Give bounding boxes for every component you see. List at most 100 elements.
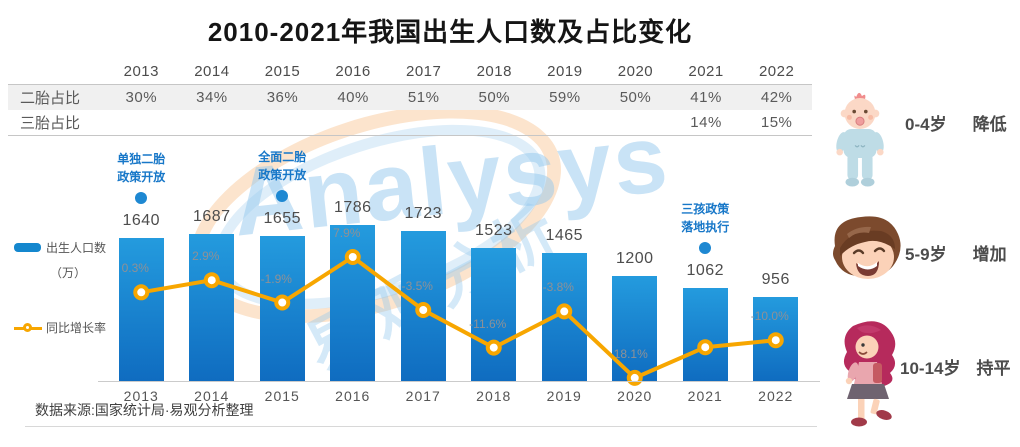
second-child-ratio-2015: 36% [266, 89, 299, 106]
x-axis-label-2022: 2022 [758, 388, 794, 404]
growth-label-2014: 2.9% [192, 249, 220, 264]
growth-label-2019: -3.8% [542, 280, 574, 295]
line-legend-marker-icon [14, 322, 42, 333]
year-header-2022: 2022 [758, 62, 795, 80]
second-child-ratio-2017: 51% [407, 89, 440, 106]
bar-value-2019: 1465 [545, 227, 584, 244]
line-marker-2014 [203, 272, 220, 289]
policy-annotation-2021: 三孩政策 落地执行 [681, 200, 729, 254]
policy-annotation-dot-icon [699, 242, 712, 254]
bar-value-2021: 1062 [686, 262, 725, 279]
line-marker-2022 [767, 332, 784, 349]
line-marker-2013 [133, 284, 150, 301]
year-header-2019: 2019 [547, 62, 583, 80]
year-header-2014: 2014 [194, 62, 230, 80]
x-axis-label-2021: 2021 [687, 388, 723, 404]
bar-value-2014: 1687 [192, 208, 231, 225]
chart-plot: 1640 2013 0.3% 1687 2014 2.9% 1655 2015 -1.9% 178… [106, 148, 811, 404]
growth-label-2017: -3.5% [401, 279, 433, 293]
chart-legend: 出生人口数 （万） 同比增长率 [14, 239, 114, 336]
second-child-ratio-2013: 30% [125, 89, 158, 106]
bottom-divider [25, 426, 817, 427]
x-axis-label-2017: 2017 [405, 388, 441, 404]
bar-value-2017: 1723 [404, 205, 443, 222]
year-header-2021: 2021 [688, 62, 724, 80]
bar-value-2018: 1523 [474, 222, 513, 239]
bar-value-2020: 1200 [615, 250, 654, 267]
line-marker-2019 [556, 303, 573, 320]
chart-title: 2010-2021年我国出生人口数及占比变化 [207, 17, 693, 47]
second-child-ratio-2020: 50% [619, 89, 652, 106]
bar-2018 [471, 248, 517, 381]
table-year-header-row: 2013 2014 2015 2016 2017 2018 2019 2020 2021 2022 [8, 58, 812, 84]
x-axis-label-2018: 2018 [476, 388, 512, 404]
bar-legend-label: 出生人口数 [46, 241, 107, 255]
year-header-2017: 2017 [405, 62, 442, 80]
x-axis-label-2014: 2014 [194, 388, 230, 404]
girl-icon [843, 321, 896, 427]
bar-2014 [189, 234, 235, 381]
policy-annotation-dot-icon [276, 190, 289, 202]
growth-label-2022: -10.0% [750, 309, 789, 324]
bar-value-2015: 1655 [263, 210, 302, 227]
row-label-third-child-ratio: 三胎占比 [20, 115, 81, 132]
boy-icon [833, 216, 901, 279]
bar-legend-swatch-icon [14, 243, 41, 252]
line-marker-2020 [626, 369, 643, 386]
trend-label: 持平 [976, 359, 1011, 378]
trend-label: 降低 [972, 115, 1007, 134]
growth-rate-line [133, 249, 784, 386]
year-header-2020: 2020 [617, 62, 654, 80]
ratio-table: 2013 2014 2015 2016 2017 2018 2019 2020 2021 2022… [8, 58, 812, 136]
year-header-2016: 2016 [335, 62, 371, 80]
second-child-ratio-2021: 41% [690, 89, 722, 106]
bar-legend-unit: （万） [50, 266, 87, 280]
third-child-ratio-2021: 14% [690, 114, 722, 131]
line-marker-2016 [344, 249, 361, 265]
row-label-second-child-ratio: 二胎占比 [20, 90, 81, 107]
policy-annotation-text: 全面二胎 政策开放 [258, 150, 307, 182]
x-axis-label-2020: 2020 [617, 388, 653, 404]
line-legend-label: 同比增长率 [46, 321, 107, 335]
age-group-10-14: 10-14岁 持平 [815, 318, 1020, 433]
growth-label-2013: 0.3% [121, 261, 149, 276]
legend-bar-item: 出生人口数 [14, 239, 114, 256]
second-child-ratio-2014: 34% [196, 89, 228, 106]
growth-label-2018: -11.6% [469, 316, 507, 331]
growth-label-2016: 7.9% [333, 226, 361, 240]
line-marker-2015 [274, 294, 291, 311]
line-marker-2021 [697, 339, 714, 356]
bar-value-2016: 1786 [333, 199, 372, 216]
line-marker-2017 [415, 302, 432, 318]
table-row-third-child-ratio: 三胎占比 14% 15% [8, 110, 812, 136]
data-source: 数据来源:国家统计局·易观分析整理 [35, 402, 254, 418]
age-group-0-4: 0-4岁 降低 [815, 88, 1020, 198]
bar-2021 [682, 288, 728, 381]
age-range-label: 5-9岁 [905, 245, 947, 264]
bar-2013 [118, 238, 164, 381]
policy-annotation-2015: 全面二胎 政策开放 [258, 148, 306, 202]
second-child-ratio-2022: 42% [760, 89, 793, 106]
x-axis-label-2015: 2015 [264, 388, 300, 404]
bar-value-2013: 1640 [122, 212, 161, 229]
growth-line-path [140, 254, 776, 381]
trend-label: 增加 [972, 245, 1007, 264]
x-axis-line [98, 381, 820, 382]
second-child-ratio-2018: 50% [478, 89, 511, 106]
bar-value-2022: 956 [761, 271, 790, 288]
second-child-ratio-2019: 59% [549, 89, 581, 106]
second-child-ratio-2016: 40% [337, 89, 369, 106]
policy-annotation-text: 单独二胎 政策开放 [117, 152, 166, 184]
policy-annotation-2013: 单独二胎 政策开放 [117, 150, 165, 204]
x-axis-label-2016: 2016 [335, 388, 371, 404]
age-range-label: 10-14岁 [900, 359, 961, 378]
year-header-2013: 2013 [123, 62, 159, 80]
year-header-2018: 2018 [476, 62, 512, 80]
year-header-2015: 2015 [264, 62, 301, 80]
table-row-second-child-ratio: 二胎占比 30% 34% 36% 40% 51% 50% 59% 50% 41% 42% [8, 84, 812, 110]
x-axis-label-2019: 2019 [546, 388, 582, 404]
x-axis-label-2013: 2013 [123, 388, 159, 404]
policy-annotation-dot-icon [135, 192, 148, 204]
age-range-label: 0-4岁 [905, 115, 947, 134]
